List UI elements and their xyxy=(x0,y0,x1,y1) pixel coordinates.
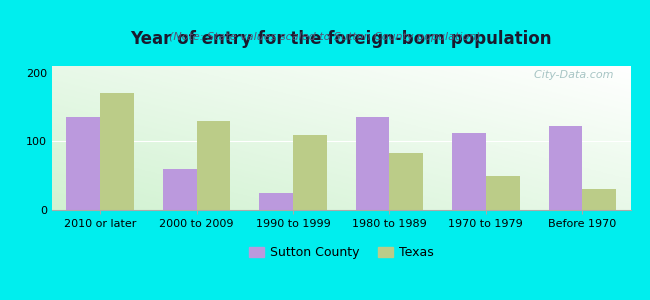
Text: City-Data.com: City-Data.com xyxy=(526,70,613,80)
Legend: Sutton County, Texas: Sutton County, Texas xyxy=(244,241,439,264)
Bar xyxy=(163,169,196,210)
Bar xyxy=(196,121,230,210)
Bar xyxy=(582,189,616,210)
Bar xyxy=(549,126,582,210)
Text: (Note: State values scaled to Sutton County population): (Note: State values scaled to Sutton Cou… xyxy=(169,32,481,41)
Bar xyxy=(389,153,423,210)
Bar xyxy=(293,135,327,210)
Bar xyxy=(66,117,100,210)
Bar xyxy=(486,176,519,210)
Title: Year of entry for the foreign-born population: Year of entry for the foreign-born popul… xyxy=(131,30,552,48)
Bar xyxy=(356,117,389,210)
Bar xyxy=(100,93,134,210)
Bar xyxy=(452,133,486,210)
Bar xyxy=(259,193,293,210)
